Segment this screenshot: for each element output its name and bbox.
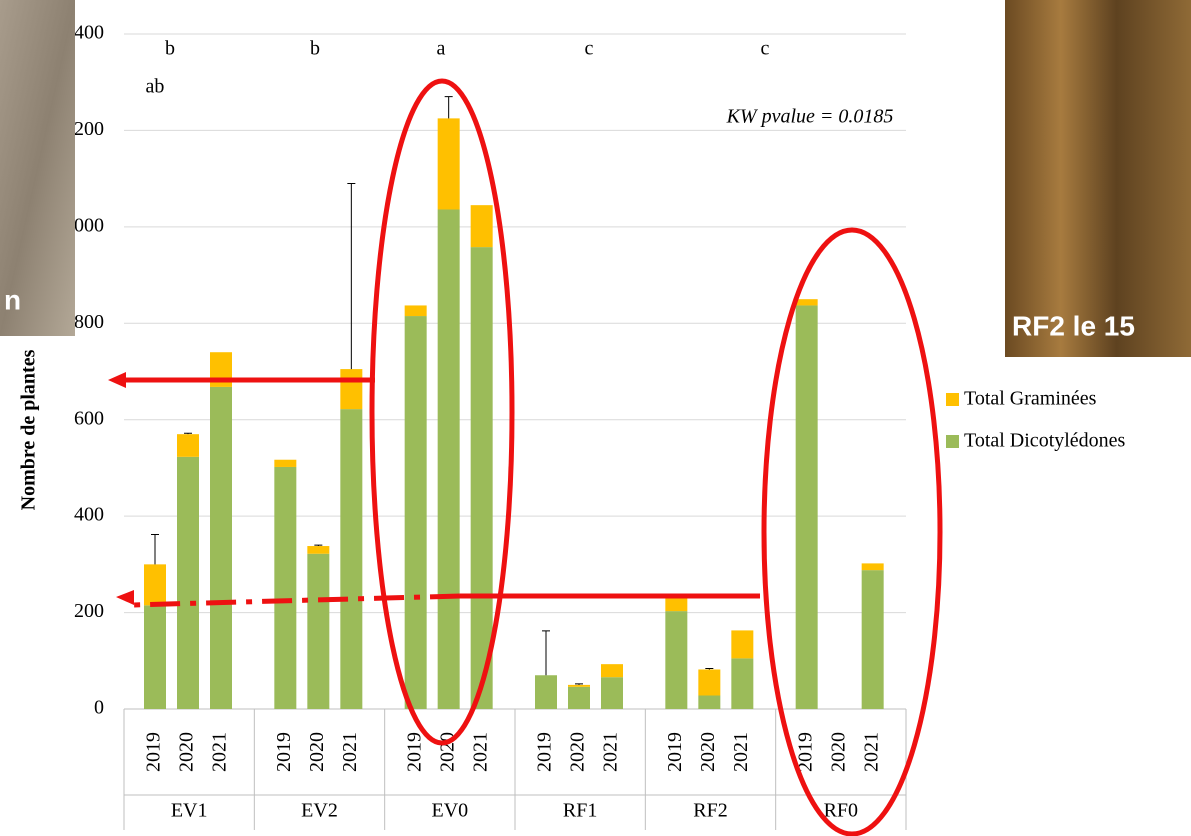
bar-segment bbox=[731, 658, 753, 709]
bar-segment bbox=[568, 687, 590, 709]
bar-segment bbox=[471, 205, 493, 247]
error-bar bbox=[445, 97, 453, 119]
bar-segment bbox=[307, 546, 329, 554]
legend-label: Total Dicotylédones bbox=[964, 430, 1126, 452]
y-tick-label: 600 bbox=[74, 407, 104, 429]
bar-segment bbox=[340, 409, 362, 709]
group-label: EV0 bbox=[431, 800, 468, 822]
bar-segment bbox=[471, 247, 493, 709]
error-bar bbox=[575, 684, 583, 685]
bar-segment bbox=[862, 563, 884, 570]
group-label: RF1 bbox=[563, 800, 597, 822]
significance-letter: b bbox=[310, 38, 320, 60]
x-tick-label: 2021 bbox=[860, 732, 882, 772]
bar-segment bbox=[731, 630, 753, 658]
x-tick-label: 2019 bbox=[273, 732, 295, 772]
x-tick-label: 2020 bbox=[306, 732, 328, 772]
bar-segment bbox=[698, 696, 720, 710]
bar-segment bbox=[665, 598, 687, 611]
x-tick-label: 2019 bbox=[664, 732, 686, 772]
x-tick-label: 2020 bbox=[827, 732, 849, 772]
error-bar bbox=[314, 545, 322, 546]
legend-swatch bbox=[946, 393, 959, 406]
bar-segment bbox=[274, 467, 296, 709]
bar-segment bbox=[274, 460, 296, 467]
significance-letter: a bbox=[437, 38, 446, 60]
bar-segment bbox=[698, 669, 720, 695]
significance-letter: c bbox=[761, 38, 770, 60]
x-tick-label: 2019 bbox=[534, 732, 556, 772]
photo-caption: RF2 le 15 bbox=[1012, 310, 1135, 341]
x-tick-label: 2021 bbox=[339, 732, 361, 772]
bar-segment bbox=[144, 605, 166, 709]
legend-label: Total Graminées bbox=[964, 388, 1097, 410]
bar-segment bbox=[601, 677, 623, 709]
error-bar bbox=[347, 183, 355, 369]
bar-segment bbox=[796, 305, 818, 709]
significance-letter: c bbox=[585, 38, 594, 60]
photo-caption: n bbox=[4, 284, 21, 315]
bar-segment bbox=[177, 434, 199, 457]
x-tick-label: 2019 bbox=[143, 732, 165, 772]
annotation: KW pvalue = 0.0185 bbox=[726, 106, 894, 128]
legend-swatch bbox=[946, 435, 959, 448]
group-label: RF0 bbox=[824, 800, 858, 822]
bar-segment bbox=[438, 210, 460, 710]
error-bar bbox=[705, 669, 713, 670]
bar-segment bbox=[665, 611, 687, 709]
significance-letter: ab bbox=[146, 76, 165, 98]
x-tick-label: 2021 bbox=[600, 732, 622, 772]
x-tick-label: 2021 bbox=[469, 732, 491, 772]
x-tick-label: 2020 bbox=[697, 732, 719, 772]
bar-segment bbox=[210, 387, 232, 709]
y-tick-label: 800 bbox=[74, 311, 104, 333]
bar-segment bbox=[340, 369, 362, 409]
x-tick-label: 2020 bbox=[176, 732, 198, 772]
bar-segment bbox=[568, 685, 590, 687]
bar-segment bbox=[405, 305, 427, 316]
significance-letter: b bbox=[165, 38, 175, 60]
x-tick-label: 2021 bbox=[730, 732, 752, 772]
y-tick-label: 0 bbox=[94, 697, 104, 719]
bar-segment bbox=[438, 118, 460, 209]
x-tick-label: 2021 bbox=[209, 732, 231, 772]
chart: 0200400600800100012001400201920202021201… bbox=[0, 0, 1191, 836]
bar-segment bbox=[862, 570, 884, 709]
group-label: RF2 bbox=[693, 800, 727, 822]
bar-segment bbox=[144, 564, 166, 605]
bar-segment bbox=[307, 554, 329, 709]
bar-segment bbox=[405, 316, 427, 709]
bar-segment bbox=[601, 664, 623, 677]
error-bar bbox=[151, 534, 159, 564]
group-label: EV2 bbox=[301, 800, 338, 822]
y-axis-label: Nombre de plantes bbox=[18, 349, 40, 510]
bar-segment bbox=[796, 299, 818, 305]
bar-segment bbox=[177, 457, 199, 709]
bar-segment bbox=[535, 675, 557, 709]
x-tick-label: 2020 bbox=[567, 732, 589, 772]
group-label: EV1 bbox=[171, 800, 208, 822]
error-bar bbox=[542, 631, 550, 675]
error-bar bbox=[184, 433, 192, 434]
photo-straw bbox=[1005, 0, 1191, 357]
x-tick-label: 2019 bbox=[403, 732, 425, 772]
y-tick-label: 400 bbox=[74, 504, 104, 526]
y-tick-label: 200 bbox=[74, 600, 104, 622]
